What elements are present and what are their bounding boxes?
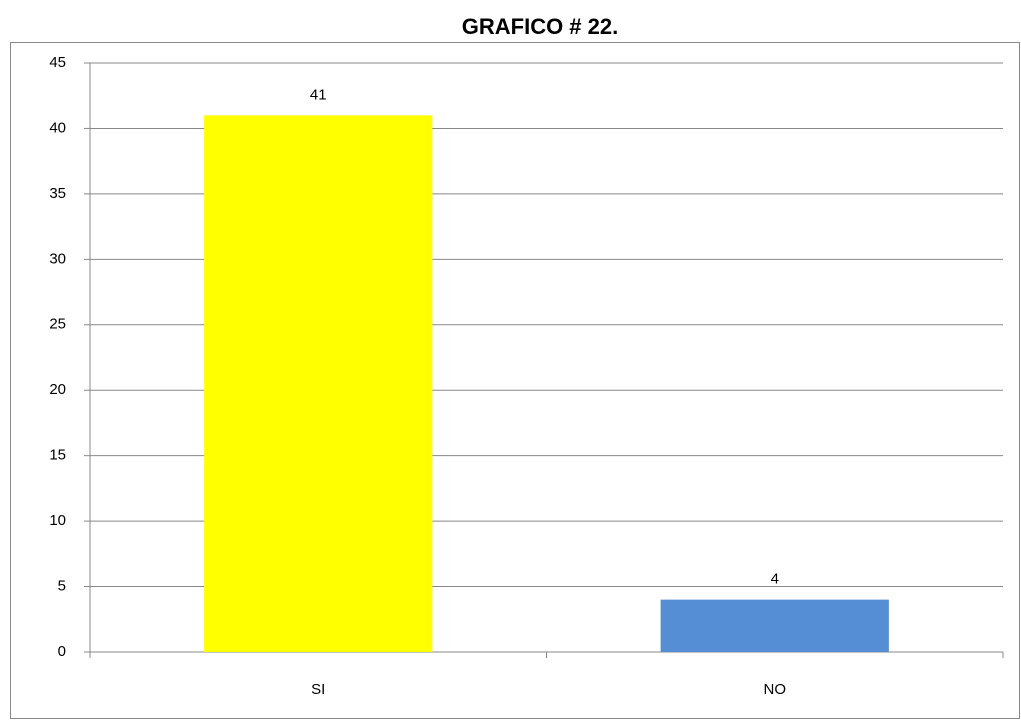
y-tick-label: 35 <box>49 185 66 202</box>
chart-border <box>10 42 1020 719</box>
y-tick-label: 30 <box>49 250 66 267</box>
x-tick-label: SI <box>311 681 325 698</box>
x-tick-label: NO <box>764 681 787 698</box>
data-label: 41 <box>310 86 327 103</box>
y-tick-label: 5 <box>58 578 66 595</box>
chart-title: GRAFICO # 22. <box>462 14 618 39</box>
bar <box>204 115 433 653</box>
y-tick-label: 15 <box>49 447 66 464</box>
bar <box>660 599 889 652</box>
y-tick-label: 20 <box>49 381 66 398</box>
y-tick-label: 10 <box>49 512 66 529</box>
y-tick-label: 25 <box>49 316 66 333</box>
y-tick-label: 0 <box>58 643 66 660</box>
y-tick-label: 40 <box>49 119 66 136</box>
y-tick-label: 45 <box>49 54 66 71</box>
data-label: 4 <box>771 571 779 588</box>
